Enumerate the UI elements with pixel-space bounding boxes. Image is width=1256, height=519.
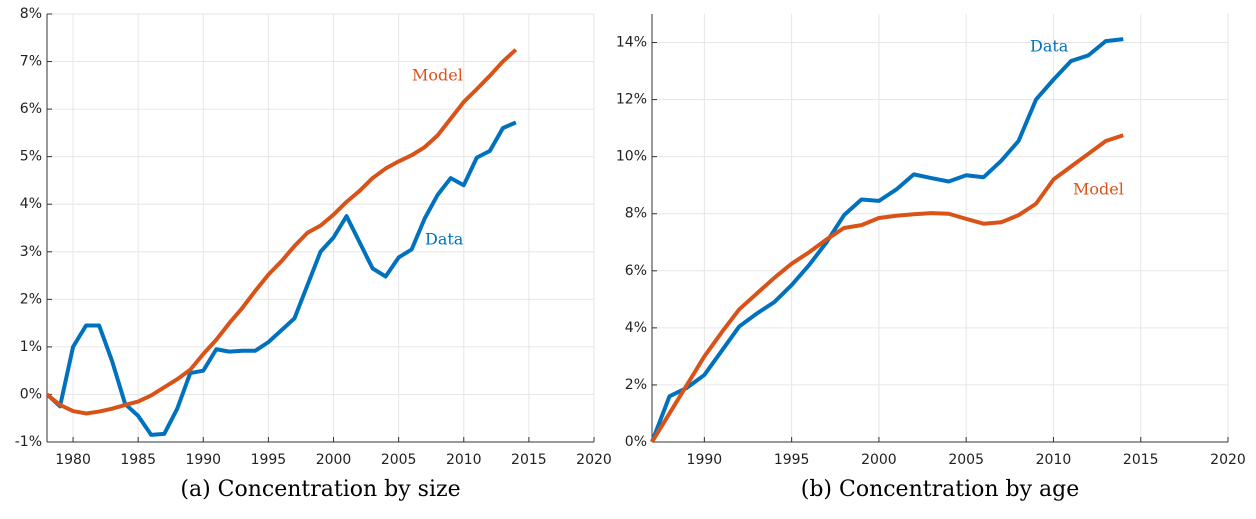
series-label: Model bbox=[1073, 180, 1124, 199]
series-label: Model bbox=[412, 66, 463, 85]
x-tick-label: 2010 bbox=[446, 452, 482, 468]
x-tick-label: 2015 bbox=[1123, 452, 1159, 468]
y-tick-label: 6% bbox=[625, 263, 647, 279]
x-tick-label: 1990 bbox=[185, 452, 221, 468]
y-tick-label: 7% bbox=[20, 54, 42, 70]
y-tick-label: 0% bbox=[625, 434, 647, 450]
data-line bbox=[45, 48, 518, 416]
y-tick-label: 1% bbox=[20, 339, 42, 355]
x-tick-label: 2005 bbox=[381, 452, 417, 468]
x-tick-label: 1980 bbox=[55, 452, 91, 468]
x-tick-label: 2010 bbox=[1036, 452, 1072, 468]
x-tick-label: 2000 bbox=[316, 452, 352, 468]
data-line bbox=[650, 37, 1124, 443]
y-tick-label: 4% bbox=[625, 320, 647, 336]
y-tick-label: 3% bbox=[20, 244, 42, 260]
data-line bbox=[45, 120, 517, 437]
series-label: Data bbox=[425, 230, 464, 249]
y-tick-label: 5% bbox=[20, 149, 42, 165]
y-tick-label: 8% bbox=[625, 206, 647, 222]
x-tick-label: 1990 bbox=[687, 452, 723, 468]
x-tick-label: 1985 bbox=[120, 452, 156, 468]
y-tick-label: 10% bbox=[616, 149, 647, 165]
y-tick-label: 6% bbox=[20, 101, 42, 117]
y-tick-label: 8% bbox=[20, 6, 42, 22]
y-tick-label: 2% bbox=[20, 291, 42, 307]
series-label: Data bbox=[1030, 37, 1069, 56]
chart-title: (a) Concentration by size bbox=[180, 477, 460, 502]
y-tick-label: 14% bbox=[616, 35, 647, 51]
x-tick-label: 2020 bbox=[576, 452, 612, 468]
x-tick-label: 1995 bbox=[251, 452, 287, 468]
x-tick-label: 2005 bbox=[948, 452, 984, 468]
x-tick-label: 2000 bbox=[861, 452, 897, 468]
y-tick-label: 2% bbox=[625, 377, 647, 393]
y-tick-label: 0% bbox=[20, 386, 42, 402]
y-tick-label: 4% bbox=[20, 196, 42, 212]
chart-title: (b) Concentration by age bbox=[801, 477, 1079, 502]
y-tick-label: 12% bbox=[616, 92, 647, 108]
x-tick-label: 1995 bbox=[774, 452, 810, 468]
x-tick-label: 2015 bbox=[511, 452, 547, 468]
x-tick-label: 2020 bbox=[1210, 452, 1246, 468]
data-line bbox=[650, 133, 1124, 444]
y-tick-label: -1% bbox=[15, 434, 42, 450]
